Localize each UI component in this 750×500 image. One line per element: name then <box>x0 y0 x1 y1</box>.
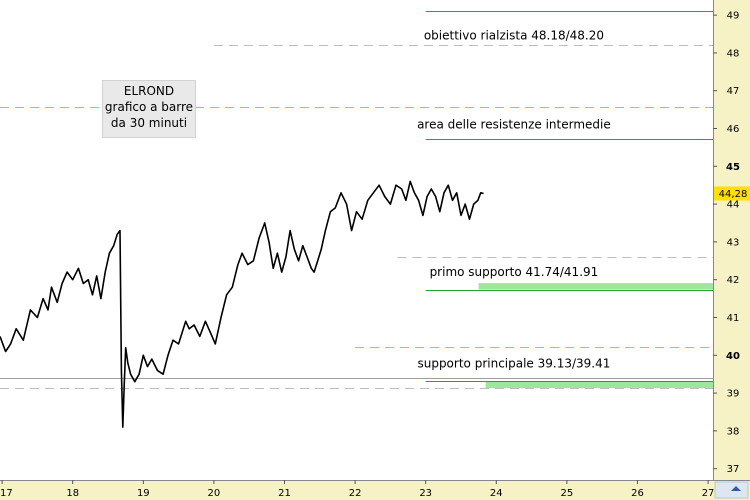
level-annotation: area delle resistenze intermedie <box>417 118 611 132</box>
y-tick-label: 40 <box>726 351 740 362</box>
y-tick-label: 39 <box>727 389 740 400</box>
y-tick-label: 42 <box>727 275 740 286</box>
y-tick-label: 45 <box>726 162 740 173</box>
level-lines <box>0 11 713 389</box>
x-tick-label: 18 <box>66 488 79 499</box>
level-zones <box>478 283 713 389</box>
last-price-label: 44,28 <box>719 189 748 200</box>
x-tick-label: 24 <box>490 488 503 499</box>
chart-title-box: ELROND grafico a barre da 30 minuti <box>102 80 196 138</box>
price-series <box>0 180 484 428</box>
up-arrow-icon <box>731 486 741 491</box>
y-tick-label: 48 <box>727 48 740 59</box>
chart-title: ELROND <box>123 84 175 98</box>
y-tick-label: 47 <box>727 86 740 97</box>
y-tick-label: 38 <box>727 426 740 437</box>
x-tick-label: 17 <box>0 488 13 499</box>
x-tick-label: 25 <box>561 488 574 499</box>
level-annotation: obiettivo rialzista 48.18/48.20 <box>424 28 604 42</box>
y-tick-label: 46 <box>727 124 740 135</box>
level-annotation: primo supporto 41.74/41.91 <box>430 265 599 279</box>
chart-subtitle-line-2: da 30 minuti <box>110 116 188 130</box>
y-tick-label: 37 <box>727 464 740 475</box>
annotations: obiettivo rialzista 48.18/48.20 area dell… <box>417 28 611 370</box>
support-zone <box>485 380 713 389</box>
x-tick-label: 20 <box>208 488 221 499</box>
x-tick-label: 21 <box>278 488 291 499</box>
x-tick-label: 23 <box>419 488 432 499</box>
x-axis-band <box>0 480 750 500</box>
corner-arrow-icon <box>714 481 749 499</box>
y-axis-band <box>713 0 750 500</box>
y-tick-label: 49 <box>727 11 740 22</box>
support-zone <box>478 283 713 290</box>
x-axis: 17 18 19 20 21 22 23 24 25 26 27 <box>0 480 750 500</box>
y-tick-label: 41 <box>727 313 740 324</box>
y-axis: 37 38 39 40 41 42 43 44 45 46 47 48 49 44,28 <box>713 0 750 500</box>
chart-subtitle-line-1: grafico a barre <box>104 100 194 114</box>
y-tick-label: 43 <box>727 237 740 248</box>
x-tick-label: 27 <box>702 488 715 499</box>
last-price-badge <box>714 186 750 201</box>
x-tick-label: 19 <box>137 488 150 499</box>
price-line <box>0 180 484 428</box>
x-tick-label: 22 <box>349 488 362 499</box>
y-tick-label: 44 <box>727 200 740 211</box>
x-tick-label: 26 <box>631 488 644 499</box>
level-annotation: supporto principale 39.13/39.41 <box>417 356 610 370</box>
